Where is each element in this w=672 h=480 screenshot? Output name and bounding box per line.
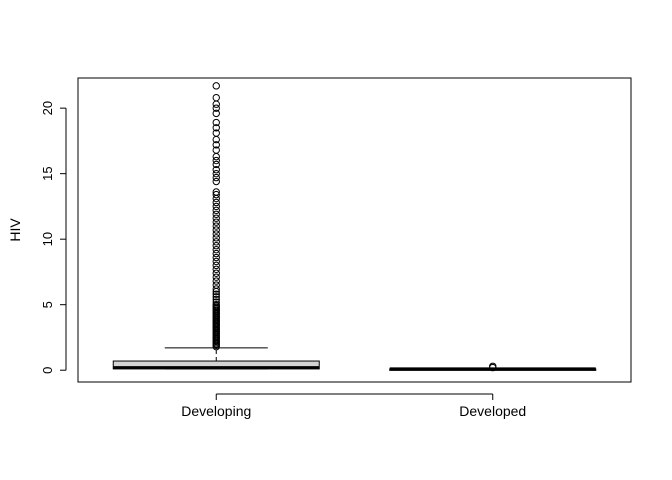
outlier-point [212,253,220,262]
outlier-point [212,298,220,306]
outlier-point [212,190,220,199]
outlier-point [212,238,220,246]
outlier-point [212,245,220,254]
y-tick-label: 15 [40,166,55,180]
outlier-point [212,273,220,281]
x-axis: Developing Developed [181,393,526,419]
outlier-point [212,129,220,137]
outlier-point [212,202,220,211]
y-axis-label: HIV [7,218,23,242]
boxes-group [112,82,597,372]
outlier-point [212,300,220,309]
outlier-point [212,82,220,90]
outlier-point [212,206,220,215]
outlier-point [212,222,220,230]
outlier-point [212,230,220,238]
outlier-point [212,166,220,174]
outlier-point [212,177,220,186]
outlier-point [212,146,220,154]
outlier-point [212,214,220,222]
outlier-point [212,156,220,165]
outlier-point [212,249,220,258]
outlier-point [212,281,220,289]
outlier-point [212,118,220,127]
outlier-point [212,160,220,169]
outlier-point [212,257,220,266]
plot-frame [77,77,632,383]
outlier-point [212,295,220,304]
outlier-point [489,362,497,370]
outlier-point [212,277,220,285]
y-tick-label: 0 [40,367,55,374]
y-tick-label: 20 [40,101,55,115]
outlier-point [212,226,220,234]
outlier-point [212,141,220,149]
outlier-point [212,169,220,178]
outlier-point [212,100,220,108]
outlier-point [212,173,220,182]
outlier-point [212,265,220,274]
outlier-point [212,261,220,270]
outlier-point [212,242,220,250]
y-axis: 0 5 10 15 20 [40,101,67,374]
outlier-point [212,198,220,207]
outlier-point [212,269,220,277]
outlier-point [212,218,220,226]
outlier-point [212,152,220,161]
outlier-point [212,104,220,112]
outlier-point [212,293,220,301]
outlier-point [212,188,220,196]
y-tick-label: 10 [40,232,55,246]
x-tick-label: Developed [459,403,526,419]
outlier-point [212,109,220,118]
outlier-point [212,124,220,132]
x-tick-label: Developing [181,403,251,419]
outlier-point [212,285,220,293]
outlier-point [212,234,220,242]
y-tick-label: 5 [40,301,55,308]
outlier-point [212,93,220,102]
outlier-point [212,290,220,298]
outlier-point [212,210,220,218]
